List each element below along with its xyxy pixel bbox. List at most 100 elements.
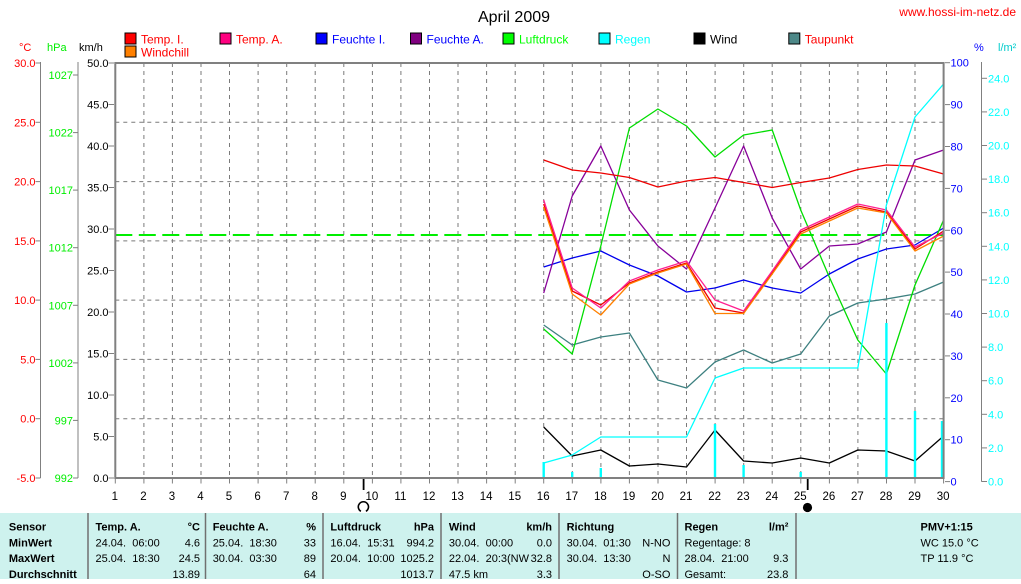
svg-text:8: 8: [311, 491, 317, 503]
svg-text:6.0: 6.0: [988, 376, 1003, 388]
svg-text:0: 0: [951, 477, 957, 489]
svg-text:Feuchte I.: Feuchte I.: [332, 33, 385, 47]
svg-text:Luftdruck: Luftdruck: [330, 522, 382, 534]
svg-text:WC 15.0 °C: WC 15.0 °C: [921, 538, 979, 550]
svg-text:23.8: 23.8: [767, 569, 788, 579]
svg-text:64: 64: [304, 569, 316, 579]
svg-text:90: 90: [951, 100, 963, 112]
svg-text:16.0: 16.0: [988, 208, 1009, 220]
svg-text:11: 11: [394, 491, 406, 503]
svg-text:8.0: 8.0: [988, 342, 1003, 354]
svg-text:30.04. 03:30: 30.04. 03:30: [213, 553, 277, 565]
svg-text:3.3: 3.3: [537, 569, 552, 579]
svg-text:22.04. 20:3(NW: 22.04. 20:3(NW: [449, 553, 530, 565]
svg-text:4.0: 4.0: [988, 409, 1003, 421]
svg-text:5.0: 5.0: [20, 354, 35, 366]
svg-text:9.3: 9.3: [773, 553, 788, 565]
svg-text:24.5: 24.5: [179, 553, 200, 565]
svg-text:13.89: 13.89: [172, 569, 200, 579]
svg-text:35.0: 35.0: [87, 183, 108, 195]
svg-text:50: 50: [951, 267, 963, 279]
svg-text:25: 25: [794, 491, 807, 503]
svg-text:47.5 km: 47.5 km: [449, 569, 488, 579]
svg-text:33: 33: [304, 538, 316, 550]
svg-text:15.0: 15.0: [14, 236, 35, 248]
svg-text:22: 22: [708, 491, 721, 503]
svg-text:13: 13: [451, 491, 464, 503]
svg-text:997: 997: [55, 415, 73, 427]
svg-text:N-NO: N-NO: [642, 538, 671, 550]
svg-text:30.0: 30.0: [87, 224, 108, 236]
svg-text:30: 30: [951, 351, 963, 363]
svg-text:Regen: Regen: [615, 33, 650, 47]
svg-text:10: 10: [366, 491, 379, 503]
svg-text:1013.7: 1013.7: [400, 569, 434, 579]
svg-text:N: N: [662, 553, 670, 565]
svg-text:%: %: [974, 42, 984, 54]
svg-text:4.6: 4.6: [185, 538, 200, 550]
svg-text:27: 27: [851, 491, 864, 503]
svg-text:Wind: Wind: [710, 33, 737, 47]
svg-text:-5.0: -5.0: [17, 473, 36, 485]
svg-text:19: 19: [623, 491, 636, 503]
svg-text:20: 20: [951, 393, 963, 405]
svg-text:Temp. A.: Temp. A.: [236, 33, 283, 47]
svg-text:4: 4: [197, 491, 204, 503]
svg-text:l/m²: l/m²: [998, 42, 1017, 54]
svg-text:0.0: 0.0: [93, 473, 108, 485]
svg-text:TP 11.9 °C: TP 11.9 °C: [921, 553, 974, 565]
svg-text:25.0: 25.0: [87, 266, 108, 278]
svg-text:6: 6: [254, 491, 260, 503]
svg-text:15: 15: [508, 491, 521, 503]
svg-text:www.hossi-im-netz.de: www.hossi-im-netz.de: [898, 5, 1016, 19]
svg-text:0.0: 0.0: [988, 477, 1003, 489]
svg-text:12.0: 12.0: [988, 275, 1009, 287]
svg-text:16.04. 15:31: 16.04. 15:31: [330, 538, 394, 550]
svg-text:Durchschnitt: Durchschnitt: [9, 569, 77, 579]
svg-text:hPa: hPa: [47, 42, 67, 54]
svg-text:1017: 1017: [49, 185, 73, 197]
svg-text:l/m²: l/m²: [769, 522, 789, 534]
svg-text:12: 12: [423, 491, 436, 503]
svg-text:Feuchte A.: Feuchte A.: [213, 522, 269, 534]
svg-text:10: 10: [951, 435, 963, 447]
svg-text:1012: 1012: [49, 243, 73, 255]
svg-text:%: %: [306, 522, 316, 534]
svg-text:Taupunkt: Taupunkt: [805, 33, 854, 47]
svg-text:MaxWert: MaxWert: [9, 553, 55, 565]
svg-text:10.0: 10.0: [14, 295, 35, 307]
svg-text:30.04. 01:30: 30.04. 01:30: [567, 538, 631, 550]
svg-text:1007: 1007: [49, 300, 73, 312]
svg-text:1025.2: 1025.2: [400, 553, 434, 565]
svg-text:0.0: 0.0: [537, 538, 552, 550]
svg-text:22.0: 22.0: [988, 107, 1009, 119]
svg-text:1022: 1022: [49, 128, 73, 140]
svg-text:28.04. 21:00: 28.04. 21:00: [685, 553, 749, 565]
svg-text:Regen: Regen: [685, 522, 719, 534]
svg-text:14.0: 14.0: [988, 241, 1009, 253]
svg-text:April 2009: April 2009: [478, 9, 550, 26]
svg-text:18.0: 18.0: [988, 174, 1009, 186]
svg-text:9: 9: [340, 491, 346, 503]
svg-text:28: 28: [880, 491, 893, 503]
svg-text:Regentage: 8: Regentage: 8: [685, 538, 751, 550]
svg-text:PMV+1:15: PMV+1:15: [921, 522, 973, 534]
svg-text:24.04. 06:00: 24.04. 06:00: [96, 538, 160, 550]
svg-text:Gesamt:: Gesamt:: [685, 569, 727, 579]
svg-text:15.0: 15.0: [87, 349, 108, 361]
svg-text:10.0: 10.0: [988, 309, 1009, 321]
svg-text:40.0: 40.0: [87, 141, 108, 153]
svg-text:23: 23: [737, 491, 750, 503]
svg-text:29: 29: [908, 491, 921, 503]
svg-text:40: 40: [951, 309, 963, 321]
svg-text:Temp. I.: Temp. I.: [141, 33, 184, 47]
svg-text:20.0: 20.0: [14, 177, 35, 189]
svg-text:Windchill: Windchill: [141, 46, 189, 60]
svg-text:20.0: 20.0: [988, 141, 1009, 153]
svg-text:hPa: hPa: [414, 522, 435, 534]
svg-text:17: 17: [565, 491, 578, 503]
svg-text:32.8: 32.8: [531, 553, 552, 565]
svg-text:2: 2: [140, 491, 146, 503]
svg-text:0.0: 0.0: [20, 414, 35, 426]
svg-text:Temp. A.: Temp. A.: [96, 522, 141, 534]
